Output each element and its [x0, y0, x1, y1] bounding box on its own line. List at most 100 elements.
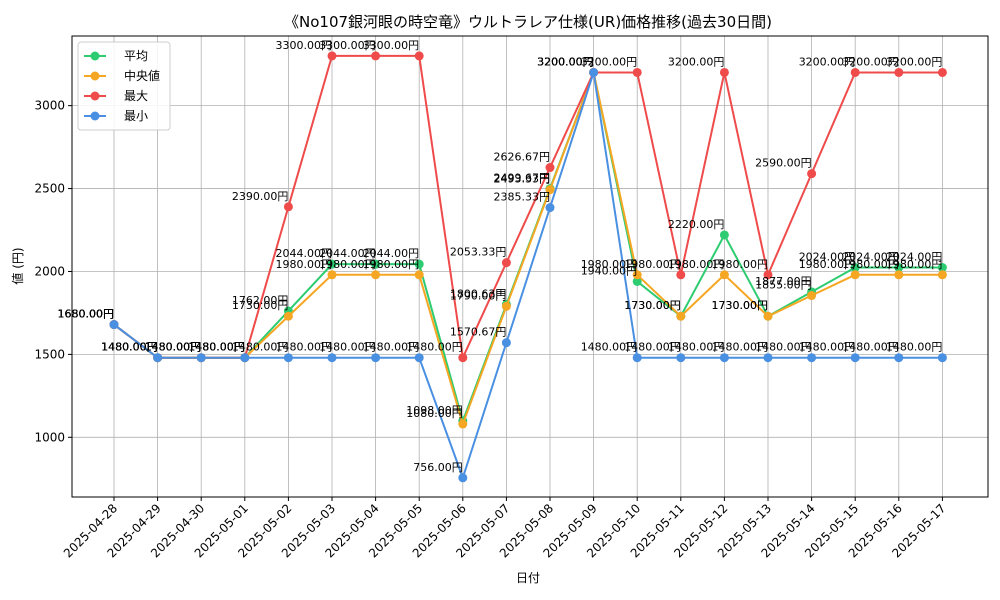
- data-point: [414, 259, 424, 269]
- data-point: [719, 353, 729, 363]
- data-label: 1480.00円: [886, 341, 943, 354]
- data-point: [327, 259, 337, 269]
- series-line-3: [113, 54, 943, 362]
- series-line-2: [113, 68, 943, 428]
- legend-marker: [90, 51, 100, 61]
- x-axis-title: 日付: [516, 571, 540, 585]
- data-point: [719, 230, 729, 240]
- data-label: 1480.00円: [188, 341, 245, 354]
- data-point: [545, 203, 555, 213]
- data-label: 756.00円: [413, 461, 463, 474]
- data-label: 1980.00円: [799, 258, 856, 271]
- data-label: 3300.00円: [363, 39, 420, 52]
- legend-label: 最大: [124, 89, 148, 103]
- data-point: [850, 353, 860, 363]
- data-label: 2499.67円: [494, 172, 551, 185]
- data-point: [850, 270, 860, 280]
- data-label: 1480.00円: [145, 341, 202, 354]
- data-label: 1480.00円: [755, 341, 812, 354]
- y-tick-label: 3000: [34, 99, 65, 113]
- data-point: [414, 353, 424, 363]
- data-point: [937, 353, 947, 363]
- data-point: [371, 259, 381, 269]
- data-label: 1730.00円: [712, 299, 769, 312]
- data-point: [807, 169, 817, 179]
- data-label: 1480.00円: [232, 341, 289, 354]
- data-label: 1980.00円: [842, 258, 899, 271]
- data-point: [153, 353, 163, 363]
- data-label: 1480.00円: [101, 341, 158, 354]
- y-axis-ticks: 1000 1500 2000 2500 3000: [34, 99, 72, 444]
- data-point: [240, 353, 250, 363]
- legend-box: [77, 41, 171, 131]
- data-label: 1790.00円: [450, 289, 507, 302]
- data-point: [807, 291, 817, 301]
- data-point: [850, 262, 860, 272]
- data-label: 1098.00円: [406, 404, 463, 417]
- data-label: 1730.00円: [232, 299, 289, 312]
- data-label: 2053.33円: [450, 246, 507, 259]
- data-label: 1480.00円: [842, 341, 899, 354]
- data-label: 1480.00円: [188, 341, 245, 354]
- data-label: 3200.00円: [886, 55, 943, 68]
- y-tick-label: 1500: [34, 347, 65, 361]
- data-label: 1980.00円: [363, 258, 420, 271]
- data-label: 1980.00円: [712, 258, 769, 271]
- data-point: [763, 311, 773, 321]
- data-label: 1480.00円: [145, 341, 202, 354]
- data-label: 3200.00円: [799, 55, 856, 68]
- chart-title: 《No107銀河眼の時空竜》ウルトラレア仕様(UR)価格推移(過去30日間): [284, 13, 772, 31]
- data-label: 1680.00円: [58, 308, 115, 321]
- legend-label: 平均: [124, 49, 148, 63]
- data-point: [371, 51, 381, 61]
- data-label: 3200.00円: [842, 55, 899, 68]
- data-point: [458, 419, 468, 429]
- data-label: 1980.00円: [276, 258, 333, 271]
- data-label: 2220.00円: [668, 218, 725, 231]
- data-label: 2044.00円: [319, 247, 376, 260]
- data-point: [719, 67, 729, 77]
- data-label: 1480.00円: [188, 341, 245, 354]
- legend-marker: [90, 111, 100, 121]
- series-line-4: [113, 72, 943, 481]
- data-label: 3200.00円: [537, 55, 594, 68]
- data-label: 2390.00円: [232, 190, 289, 203]
- legend-label: 中央値: [124, 68, 160, 83]
- data-label: 1855.00円: [755, 279, 812, 292]
- data-point: [676, 270, 686, 280]
- data-point: [501, 301, 511, 311]
- data-label: 3200.00円: [537, 55, 594, 68]
- y-tick-label: 2500: [34, 182, 65, 196]
- data-point: [632, 270, 642, 280]
- data-labels: 1680.00円1480.00円1480.00円1480.00円1762.00円…: [58, 39, 943, 474]
- data-label: 3300.00円: [319, 39, 376, 52]
- data-point: [371, 270, 381, 280]
- data-label: 2024.00円: [886, 250, 943, 263]
- data-point: [458, 473, 468, 483]
- data-label: 1480.00円: [101, 341, 158, 354]
- data-point: [414, 51, 424, 61]
- data-point: [545, 185, 555, 195]
- data-point: [632, 353, 642, 363]
- data-label: 3300.00円: [276, 39, 333, 52]
- data-point: [676, 353, 686, 363]
- data-label: 1980.00円: [319, 258, 376, 271]
- data-label: 1940.00円: [581, 264, 638, 277]
- data-point: [937, 270, 947, 280]
- x-axis-ticks: 2025-04-282025-04-292025-04-302025-05-01…: [61, 497, 949, 560]
- y-axis-title: 値 (円): [10, 247, 25, 284]
- data-point: [283, 202, 293, 212]
- data-point: [807, 353, 817, 363]
- data-label: 3200.00円: [537, 55, 594, 68]
- data-point: [501, 338, 511, 348]
- data-label: 1480.00円: [406, 341, 463, 354]
- data-label: 1980.00円: [581, 258, 638, 271]
- legend-label: 最小: [124, 109, 148, 123]
- data-label: 1980.00円: [668, 258, 725, 271]
- data-label: 1762.00円: [232, 294, 289, 307]
- data-point: [589, 67, 599, 77]
- plot-frame: [71, 35, 989, 498]
- data-label: 1480.00円: [145, 341, 202, 354]
- data-label: 1730.00円: [624, 299, 681, 312]
